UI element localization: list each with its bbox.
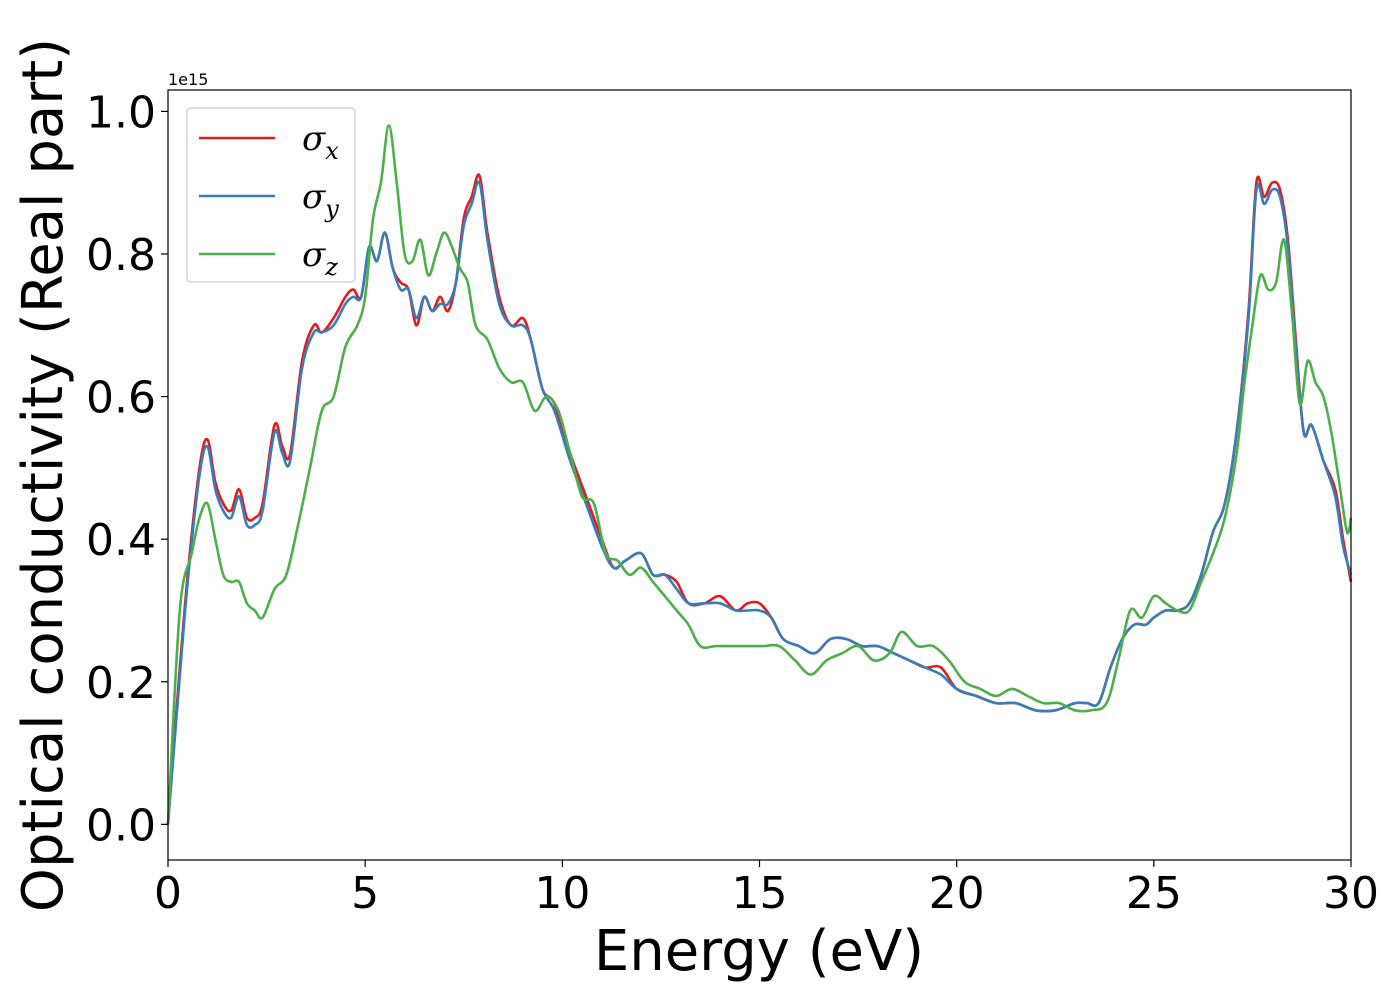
x-tick-label: 30 xyxy=(1323,868,1379,919)
y-axis-ticks: 0.0 0.2 0.4 0.6 0.8 1.0 xyxy=(86,87,168,851)
y-axis-label: Optical conductivity (Real part) xyxy=(11,38,76,912)
y-tick-label: 0.8 xyxy=(86,230,156,281)
legend: σx σy σz xyxy=(186,107,356,283)
x-tick-label: 10 xyxy=(534,868,590,919)
x-axis-ticks: 0 5 10 15 20 25 30 xyxy=(154,860,1379,919)
legend-label-x: σx xyxy=(302,119,339,165)
series-line-y xyxy=(166,180,1353,825)
y-axis-offset-label: 1e15 xyxy=(168,70,208,89)
x-tick-label: 5 xyxy=(351,868,379,919)
legend-label-y: σy xyxy=(302,177,339,223)
y-tick-label: 0.6 xyxy=(86,373,156,424)
legend-label-z: σz xyxy=(302,235,338,281)
legend-entries: σx σy σz xyxy=(199,119,339,281)
x-tick-label: 20 xyxy=(929,868,985,919)
y-tick-label: 0.0 xyxy=(86,800,156,851)
y-tick-label: 1.0 xyxy=(86,87,156,138)
series-layer xyxy=(166,124,1353,825)
x-tick-label: 15 xyxy=(732,868,788,919)
y-tick-label: 0.2 xyxy=(86,658,156,709)
x-tick-label: 25 xyxy=(1126,868,1182,919)
x-axis-label: Energy (eV) xyxy=(594,919,924,984)
y-tick-label: 0.4 xyxy=(86,515,156,566)
x-tick-label: 0 xyxy=(154,868,182,919)
series-line-z xyxy=(166,124,1353,825)
